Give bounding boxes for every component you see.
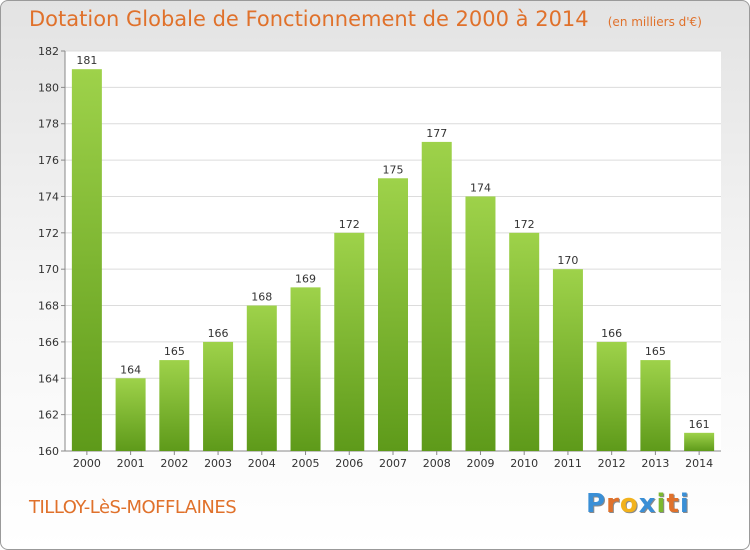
logo-letter: o bbox=[619, 489, 639, 519]
x-tick-label: 2014 bbox=[685, 457, 713, 470]
bar bbox=[684, 432, 715, 451]
bar bbox=[159, 360, 190, 451]
logo-letter: i bbox=[679, 489, 690, 519]
bar bbox=[246, 305, 277, 451]
y-tick-label: 164 bbox=[38, 372, 59, 385]
y-tick-label: 166 bbox=[38, 336, 59, 349]
bar-value-label: 165 bbox=[645, 345, 666, 358]
bar bbox=[421, 141, 452, 451]
bar-value-label: 175 bbox=[383, 163, 404, 176]
commune-name: TILLOY-LèS-MOFFLAINES bbox=[29, 497, 237, 518]
bar-value-label: 168 bbox=[251, 291, 272, 304]
bar-value-label: 170 bbox=[557, 254, 578, 267]
y-tick-label: 170 bbox=[38, 263, 59, 276]
x-tick-label: 2006 bbox=[335, 457, 363, 470]
bar-value-label: 181 bbox=[76, 54, 97, 67]
x-tick-label: 2009 bbox=[466, 457, 494, 470]
bar-value-label: 172 bbox=[514, 218, 535, 231]
y-tick-label: 178 bbox=[38, 118, 59, 131]
logo-letter: r bbox=[606, 489, 620, 519]
proxiti-logo: Proxiti bbox=[586, 489, 690, 519]
x-tick-label: 2011 bbox=[554, 457, 582, 470]
x-tick-label: 2000 bbox=[73, 457, 101, 470]
bar-value-label: 166 bbox=[601, 327, 622, 340]
bar bbox=[465, 196, 496, 451]
title-block: Dotation Globale de Fonctionnement de 20… bbox=[29, 7, 702, 31]
y-tick-label: 160 bbox=[38, 445, 59, 458]
x-tick-label: 2005 bbox=[292, 457, 320, 470]
x-tick-label: 2013 bbox=[641, 457, 669, 470]
chart-unit: (en milliers d'€) bbox=[607, 15, 702, 29]
bar bbox=[378, 178, 408, 452]
y-tick-label: 162 bbox=[38, 409, 59, 422]
x-tick-label: 2010 bbox=[510, 457, 538, 470]
bar bbox=[640, 360, 671, 451]
logo-letter: t bbox=[666, 489, 680, 519]
bar-value-label: 177 bbox=[426, 127, 447, 140]
x-tick-label: 2004 bbox=[248, 457, 276, 470]
logo-letter: x bbox=[638, 489, 657, 519]
bar bbox=[552, 269, 583, 451]
bar-value-label: 165 bbox=[164, 345, 185, 358]
bar-value-label: 169 bbox=[295, 272, 316, 285]
bar bbox=[71, 69, 102, 451]
bar bbox=[203, 341, 234, 451]
x-tick-label: 2003 bbox=[204, 457, 232, 470]
bar bbox=[115, 378, 146, 451]
bar bbox=[334, 232, 365, 451]
bar bbox=[596, 341, 627, 451]
x-tick-label: 2007 bbox=[379, 457, 407, 470]
chart-title: Dotation Globale de Fonctionnement de 20… bbox=[29, 7, 589, 31]
x-tick-label: 2008 bbox=[423, 457, 451, 470]
x-tick-label: 2001 bbox=[117, 457, 145, 470]
y-tick-label: 180 bbox=[38, 81, 59, 94]
bar-value-label: 172 bbox=[339, 218, 360, 231]
y-tick-label: 176 bbox=[38, 154, 59, 167]
bar-value-label: 164 bbox=[120, 363, 141, 376]
bar-value-label: 161 bbox=[689, 418, 710, 431]
y-tick-label: 172 bbox=[38, 227, 59, 240]
bar bbox=[290, 287, 321, 451]
y-tick-label: 168 bbox=[38, 300, 59, 313]
bar-value-label: 174 bbox=[470, 181, 491, 194]
bar-value-label: 166 bbox=[208, 327, 229, 340]
x-tick-label: 2002 bbox=[160, 457, 188, 470]
x-tick-label: 2012 bbox=[598, 457, 626, 470]
logo-letter: P bbox=[586, 489, 607, 519]
y-tick-label: 182 bbox=[38, 45, 59, 58]
bar bbox=[509, 232, 540, 451]
logo-letter: i bbox=[656, 489, 667, 519]
y-tick-label: 174 bbox=[38, 190, 59, 203]
